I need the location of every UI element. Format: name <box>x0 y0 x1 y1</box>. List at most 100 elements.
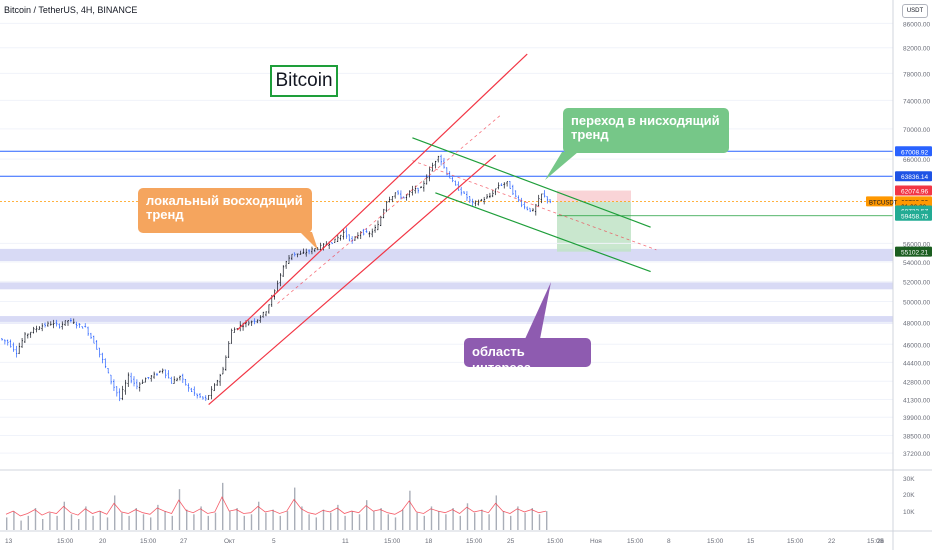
candlesticks <box>1 154 552 402</box>
volume-bar <box>495 495 497 530</box>
volume-bar <box>373 511 375 530</box>
price-tick-label: 38500.00 <box>903 434 930 441</box>
volume-bar <box>366 500 368 530</box>
volume-bar <box>315 517 317 530</box>
time-tick-label: 13 <box>5 538 13 545</box>
volume-bar <box>502 511 505 530</box>
volume-bar <box>546 511 548 530</box>
volume-bar <box>135 508 137 530</box>
price-badge-bg <box>895 246 932 257</box>
price-tick-label: 70000.00 <box>903 127 930 134</box>
volume-bar <box>128 515 130 530</box>
price-badge-label: 62074.96 <box>901 189 928 196</box>
symbol-title[interactable]: Bitcoin / TetherUS, 4H, BINANCE <box>4 5 138 15</box>
time-tick-label: 27 <box>180 538 188 545</box>
volume-bar <box>387 514 389 530</box>
time-tick-label: 15:00 <box>547 538 564 545</box>
volume-bar <box>171 515 173 530</box>
volume-bar <box>308 514 310 530</box>
up-channel-midline <box>277 114 502 304</box>
down-channel-lower <box>435 192 651 273</box>
volume-bar <box>6 517 8 530</box>
horizontal-levels <box>0 150 893 217</box>
volume-bar <box>250 514 253 530</box>
volume-bar <box>150 517 152 530</box>
price-scale-ticks: 86000.00 82000.00 78000.00 74000.00 70000.00… <box>903 21 930 516</box>
volume-tick-label: 20K <box>903 492 915 499</box>
volume-bar <box>243 515 245 530</box>
time-tick-label: 15:00 <box>707 538 724 545</box>
volume-bar <box>402 509 404 530</box>
volume-bar <box>279 515 281 530</box>
volume-bar <box>351 511 353 530</box>
symbol-tag-label: BTCUSDT <box>869 200 898 206</box>
price-tick-label: 42800.00 <box>903 379 930 386</box>
time-tick-label: Ноя <box>590 538 602 545</box>
time-tick-label: 20 <box>99 538 107 545</box>
volume-bar <box>524 512 526 530</box>
volume-bar <box>207 515 209 530</box>
volume-bar <box>222 482 224 530</box>
volume-bar <box>106 517 109 530</box>
interest-callout-arrow <box>525 282 551 339</box>
chart-title-box: Bitcoin <box>270 65 338 97</box>
risk-stop-zone <box>557 190 631 202</box>
volume-bar <box>178 489 181 530</box>
symbol-tag-bg <box>866 196 893 207</box>
price-tick-label: 50000.00 <box>903 299 930 306</box>
interest-zone-1 <box>0 282 893 290</box>
volume-bar <box>481 509 483 530</box>
up-channel-upper <box>236 53 528 331</box>
volume-bar <box>474 512 476 530</box>
time-tick-label: 15:00 <box>140 538 157 545</box>
volume-bar <box>445 514 447 530</box>
price-tick-label: 66000.00 <box>903 157 930 164</box>
volume-bar <box>200 506 202 530</box>
volume-bar <box>114 495 116 530</box>
price-tick-label: 52000.00 <box>903 279 930 286</box>
downtrend-callout-arrow <box>545 152 578 180</box>
volume-bar <box>394 517 397 530</box>
time-tick-label: 15 <box>747 538 755 545</box>
price-tick-label: 86000.00 <box>903 21 930 28</box>
volume-bar <box>229 511 231 530</box>
time-tick-label: 15:00 <box>867 538 884 545</box>
uptrend-callout: локальный восходящий тренд <box>138 188 312 233</box>
time-tick-label: 15:00 <box>787 538 804 545</box>
volume-bar <box>27 515 29 530</box>
time-tick-label: 15:00 <box>627 538 644 545</box>
volume-bar <box>99 511 101 530</box>
time-tick-label: 25 <box>507 538 515 545</box>
volume-bar <box>157 504 159 530</box>
price-tick-label: 39900.00 <box>903 415 930 422</box>
volume-bar <box>409 490 411 530</box>
volume-bar <box>430 506 433 530</box>
trend-channels <box>208 53 657 405</box>
volume-bar <box>510 515 512 530</box>
volume-bars <box>5 482 548 530</box>
time-tick-label: 22 <box>828 538 836 545</box>
volume-bar <box>85 506 87 530</box>
price-badge-label: 55102.21 <box>901 250 928 257</box>
interest-zones <box>0 248 893 324</box>
volume-bar <box>286 511 289 530</box>
price-tick-label: 78000.00 <box>903 71 930 78</box>
time-tick-label: 11 <box>342 538 349 545</box>
callout-arrows <box>300 152 578 339</box>
price-badge-bg <box>895 210 932 221</box>
volume-bar <box>294 487 296 530</box>
volume-bar <box>42 519 44 530</box>
price-badge-label: 59458.75 <box>901 214 928 221</box>
currency-button[interactable]: USDT <box>902 4 928 18</box>
volume-bar <box>488 514 490 530</box>
uptrend-callout-arrow <box>300 232 318 250</box>
interest-zone-2 <box>0 316 893 324</box>
volume-bar <box>236 508 238 530</box>
downtrend-callout: переход в нисходящий тренд <box>563 108 729 153</box>
volume-bar <box>214 512 217 530</box>
volume-bar <box>49 512 51 530</box>
volume-bar <box>358 514 361 530</box>
time-tick-label: 15:00 <box>384 538 401 545</box>
